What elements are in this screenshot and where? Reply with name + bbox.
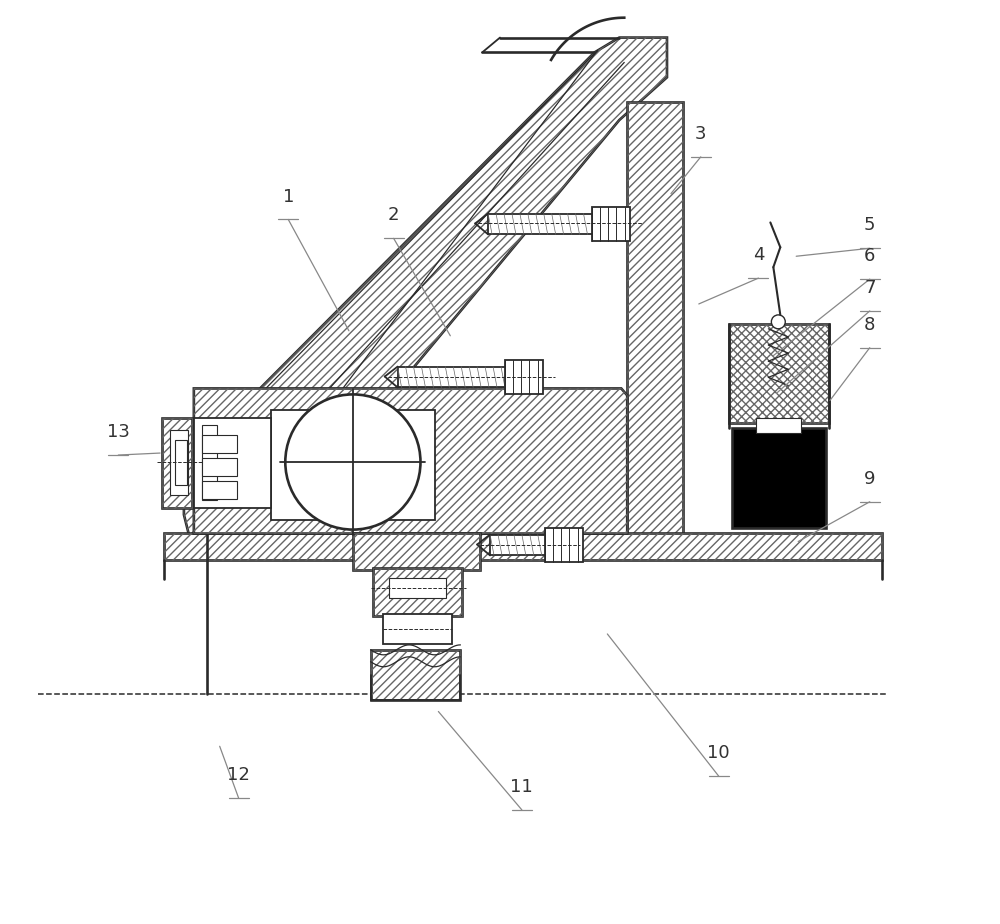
Bar xyxy=(373,568,462,616)
Polygon shape xyxy=(184,38,667,554)
Bar xyxy=(164,532,882,560)
Bar xyxy=(627,103,683,541)
Bar xyxy=(162,419,192,507)
Bar xyxy=(170,431,188,494)
Bar xyxy=(202,480,237,499)
Polygon shape xyxy=(371,650,460,699)
Text: 4: 4 xyxy=(753,246,764,264)
Polygon shape xyxy=(194,388,627,533)
Bar xyxy=(202,435,237,453)
Bar xyxy=(383,614,452,644)
Bar xyxy=(592,207,630,241)
Bar xyxy=(488,213,619,235)
Bar xyxy=(271,410,435,519)
Bar xyxy=(732,428,826,528)
Bar xyxy=(373,568,462,616)
Bar xyxy=(353,532,480,570)
Bar xyxy=(729,323,829,423)
Bar xyxy=(194,419,271,507)
Bar xyxy=(353,532,480,570)
Bar xyxy=(756,419,801,433)
Text: 3: 3 xyxy=(695,125,707,143)
Bar xyxy=(545,528,583,563)
Bar xyxy=(202,458,237,476)
Bar xyxy=(627,103,683,541)
Text: 2: 2 xyxy=(388,206,399,225)
Bar xyxy=(202,425,217,500)
Text: 11: 11 xyxy=(510,778,533,796)
Circle shape xyxy=(285,395,420,529)
Bar xyxy=(164,532,882,560)
Text: 5: 5 xyxy=(864,216,876,235)
Text: 10: 10 xyxy=(707,744,730,762)
Bar xyxy=(389,578,446,598)
Bar xyxy=(729,323,829,423)
Circle shape xyxy=(771,315,785,329)
Bar xyxy=(175,440,187,485)
Bar xyxy=(490,535,552,555)
Text: 13: 13 xyxy=(107,423,130,441)
Bar xyxy=(505,359,543,395)
Text: 1: 1 xyxy=(283,188,294,205)
Text: 6: 6 xyxy=(864,248,875,265)
Text: 8: 8 xyxy=(864,316,875,334)
Text: 12: 12 xyxy=(227,766,250,784)
Bar xyxy=(162,419,192,507)
Bar xyxy=(398,367,532,387)
Text: 7: 7 xyxy=(864,279,876,297)
Text: 9: 9 xyxy=(864,469,876,488)
